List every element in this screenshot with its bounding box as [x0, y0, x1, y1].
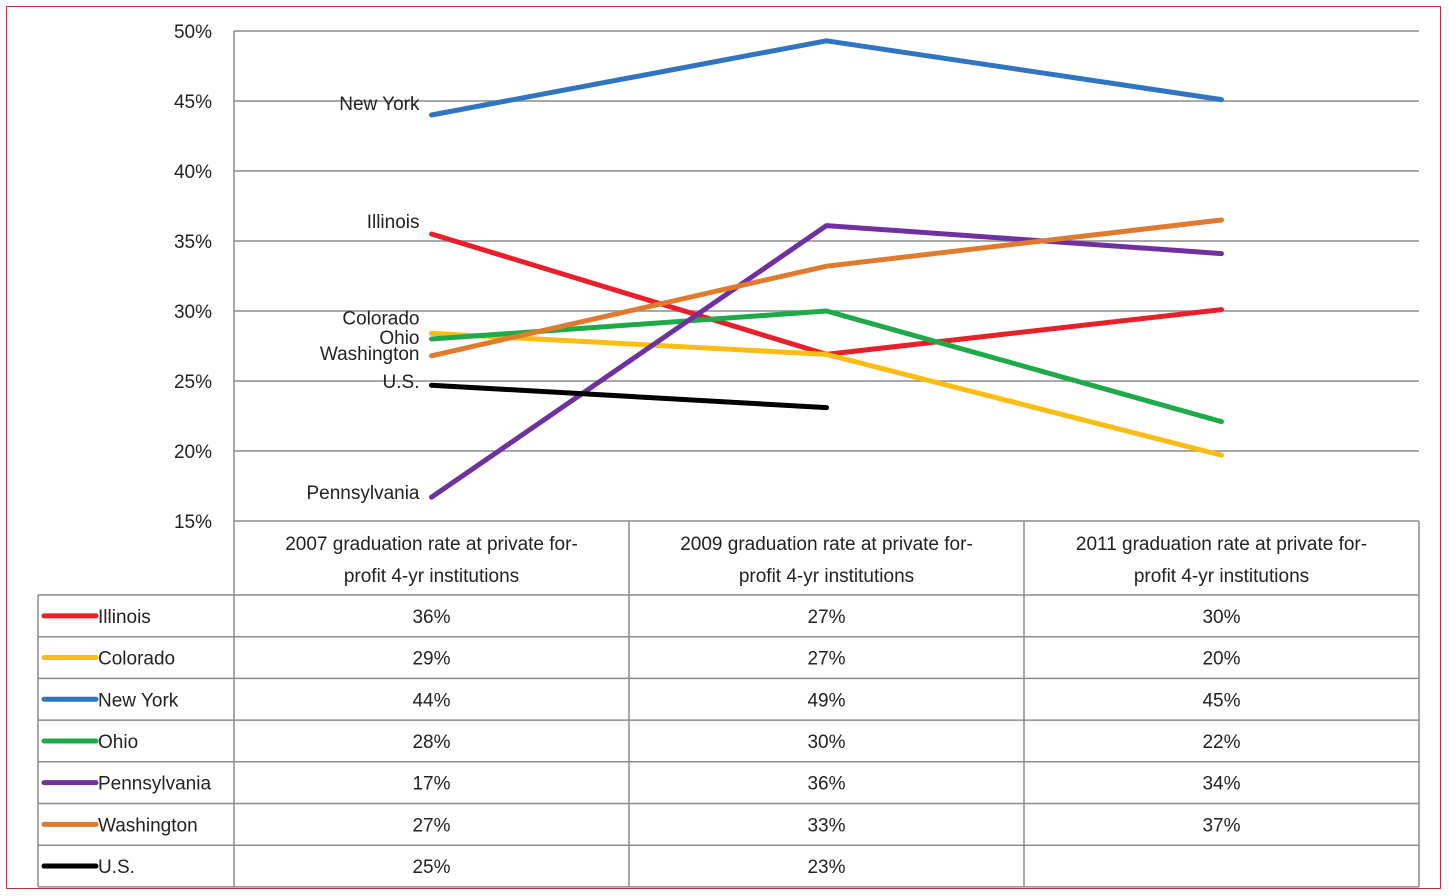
category-label: profit 4-yr institutions	[344, 566, 519, 587]
y-tick-label: 15%	[174, 512, 212, 533]
chart-frame	[6, 6, 1441, 889]
y-tick-label: 35%	[174, 232, 212, 253]
table-cell: 27%	[807, 607, 845, 628]
legend-label: Colorado	[98, 649, 175, 670]
series-label: Washington	[320, 344, 420, 365]
series-label: Colorado	[342, 308, 419, 329]
table-cell: 34%	[1202, 774, 1240, 795]
series-line	[429, 38, 1224, 118]
series-label: U.S.	[383, 372, 420, 393]
table-cell: 36%	[412, 607, 450, 628]
table-cell: 27%	[412, 815, 450, 836]
table-cell: 23%	[807, 857, 845, 878]
table-cell: 30%	[1202, 607, 1240, 628]
series-line	[429, 217, 1224, 359]
table-cell: 22%	[1202, 732, 1240, 753]
table-cell: 37%	[1202, 815, 1240, 836]
series-line	[429, 223, 1224, 500]
series-line	[429, 231, 1224, 357]
series-label: Illinois	[367, 212, 420, 233]
table-cell: 44%	[412, 690, 450, 711]
category-label: profit 4-yr institutions	[739, 566, 914, 587]
table-cell: 17%	[412, 774, 450, 795]
legend-label: U.S.	[98, 857, 135, 878]
category-label: 2007 graduation rate at private for-	[285, 534, 578, 555]
table-cell: 29%	[412, 649, 450, 670]
series-label: Pennsylvania	[306, 483, 419, 504]
legend-label: New York	[98, 690, 179, 711]
table-cell: 30%	[807, 732, 845, 753]
table-cell: 45%	[1202, 690, 1240, 711]
table-cell: 25%	[412, 857, 450, 878]
legend-label: Ohio	[98, 732, 138, 753]
series-line	[429, 308, 1224, 425]
table-cell: 20%	[1202, 649, 1240, 670]
table-cell: 33%	[807, 815, 845, 836]
category-label: 2009 graduation rate at private for-	[680, 534, 973, 555]
legend-label: Illinois	[98, 607, 151, 628]
y-tick-label: 40%	[174, 162, 212, 183]
table-cell: 28%	[412, 732, 450, 753]
y-tick-label: 20%	[174, 442, 212, 463]
series-line	[429, 382, 829, 411]
y-tick-label: 30%	[174, 302, 212, 323]
y-tick-label: 50%	[174, 22, 212, 43]
legend-label: Pennsylvania	[98, 774, 211, 795]
legend-label: Washington	[98, 815, 198, 836]
series-label: New York	[339, 94, 420, 115]
table-cell: 36%	[807, 774, 845, 795]
series-line	[429, 330, 1224, 458]
table-cell: 27%	[807, 649, 845, 670]
y-tick-label: 25%	[174, 372, 212, 393]
category-label: profit 4-yr institutions	[1134, 566, 1309, 587]
category-label: 2011 graduation rate at private for-	[1076, 534, 1367, 555]
y-tick-label: 45%	[174, 92, 212, 113]
table-cell: 49%	[807, 690, 845, 711]
series-label: Ohio	[379, 328, 419, 349]
